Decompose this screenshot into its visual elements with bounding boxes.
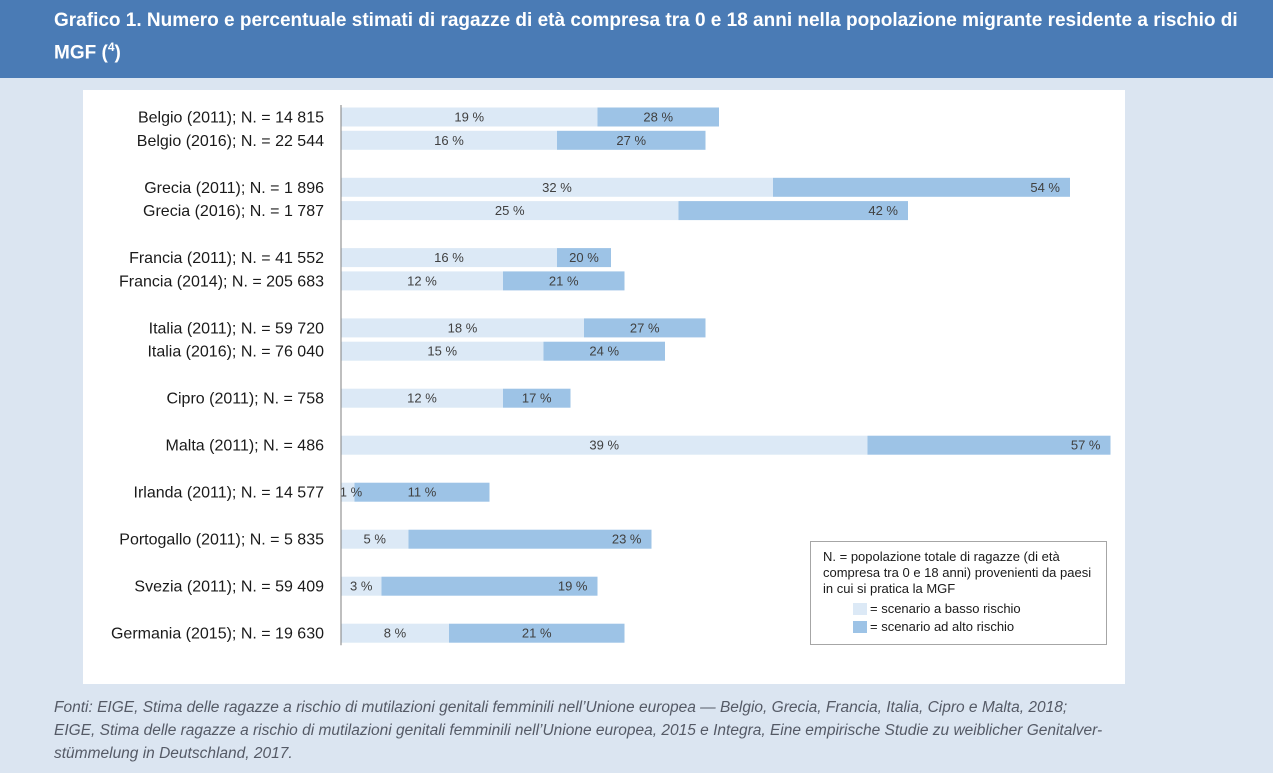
- bar-low-risk: [341, 388, 503, 408]
- data-label-high: 17 %: [522, 391, 552, 406]
- bar-low-risk: [341, 201, 679, 221]
- legend-item-low: = scenario a basso rischio: [823, 600, 1096, 618]
- data-label-low: 12 %: [407, 391, 437, 406]
- category-label: Grecia (2011); N. = 1 896: [144, 180, 324, 197]
- bar-low-risk: [341, 318, 584, 338]
- data-label-low: 25 %: [495, 203, 525, 218]
- bar-high-risk: [408, 529, 652, 549]
- category-label: Francia (2011); N. = 41 552: [129, 250, 324, 267]
- data-label-high: 21 %: [549, 273, 579, 288]
- bar-low-risk: [341, 107, 598, 127]
- data-label-high: 21 %: [522, 626, 552, 641]
- bar-low-risk: [341, 177, 773, 197]
- category-label: Cipro (2011); N. = 758: [166, 391, 324, 408]
- category-label: Germania (2015); N. = 19 630: [111, 626, 324, 643]
- source-line: Fonti: EIGE, Stima delle ragazze a risch…: [54, 699, 1068, 716]
- data-label-low: 19 %: [454, 110, 484, 125]
- category-label: Portogallo (2011); N. = 5 835: [119, 532, 324, 549]
- legend-swatch-low: [853, 603, 867, 615]
- category-label: Grecia (2016); N. = 1 787: [143, 203, 324, 220]
- data-label-low: 3 %: [350, 579, 373, 594]
- bar-low-risk: [341, 435, 868, 455]
- source-line: EIGE, Stima delle ragazze a rischio di m…: [54, 722, 1103, 739]
- chart-title: Grafico 1. Numero e percentuale stimati …: [0, 0, 1273, 78]
- data-label-low: 1 %: [340, 485, 363, 500]
- bar-high-risk: [773, 177, 1070, 197]
- bar-high-risk: [381, 576, 598, 596]
- bar-high-risk: [557, 248, 611, 268]
- category-label: Belgio (2011); N. = 14 815: [138, 110, 324, 127]
- bar-high-risk: [543, 341, 665, 361]
- bar-high-risk: [503, 271, 625, 291]
- legend-swatch-high: [853, 621, 867, 633]
- legend-label-low: = scenario a basso rischio: [870, 601, 1021, 616]
- legend: N. = popolazione totale di ragazze (di e…: [810, 541, 1107, 645]
- category-label: Irlanda (2011); N. = 14 577: [134, 485, 325, 502]
- source-note: Fonti: EIGE, Stima delle ragazze a risch…: [54, 696, 1244, 765]
- data-label-high: 57 %: [1071, 438, 1101, 453]
- data-label-low: 15 %: [427, 344, 457, 359]
- bar-low-risk: [341, 248, 557, 268]
- data-label-high: 19 %: [558, 579, 588, 594]
- bar-high-risk: [354, 482, 490, 502]
- legend-item-high: = scenario ad alto rischio: [823, 618, 1096, 636]
- bar-high-risk: [867, 435, 1111, 455]
- bar-low-risk: [341, 623, 449, 643]
- data-label-low: 12 %: [407, 273, 437, 288]
- bar-high-risk: [597, 107, 719, 127]
- bar-low-risk: [341, 576, 382, 596]
- data-label-low: 32 %: [542, 180, 572, 195]
- data-label-high: 54 %: [1030, 180, 1060, 195]
- category-label: Francia (2014); N. = 205 683: [119, 273, 324, 290]
- category-label: Italia (2016); N. = 76 040: [147, 344, 324, 361]
- bar-low-risk: [341, 529, 409, 549]
- data-label-high: 23 %: [612, 532, 642, 547]
- data-label-high: 28 %: [643, 110, 673, 125]
- chart-panel: Belgio (2011); N. = 14 815 19 % 28 % Belgio…: [83, 90, 1125, 684]
- bar-low-risk: [341, 341, 544, 361]
- bar-high-risk: [503, 388, 571, 408]
- bar-high-risk: [557, 130, 706, 150]
- bar-low-risk: [341, 271, 503, 291]
- data-label-high: 27 %: [630, 320, 660, 335]
- legend-label-high: = scenario ad alto rischio: [870, 619, 1015, 634]
- footnote-ref: 4: [107, 40, 115, 54]
- data-label-low: 5 %: [364, 532, 387, 547]
- bar-chart: Belgio (2011); N. = 14 815 19 % 28 % Belgio…: [111, 105, 1111, 646]
- bar-low-risk: [341, 482, 355, 502]
- category-label: Italia (2011); N. = 59 720: [149, 320, 324, 337]
- bar-low-risk: [341, 130, 557, 150]
- category-label: Malta (2011); N. = 486: [166, 438, 325, 455]
- data-label-low: 18 %: [448, 320, 478, 335]
- data-label-high: 42 %: [868, 203, 898, 218]
- data-label-high: 11 %: [408, 485, 437, 500]
- source-line: stümmelung in Deutschland, 2017.: [54, 745, 293, 762]
- category-label: Belgio (2016); N. = 22 544: [137, 133, 324, 150]
- bar-high-risk: [584, 318, 706, 338]
- data-label-low: 39 %: [589, 438, 619, 453]
- data-label-low: 16 %: [434, 250, 464, 265]
- bar-high-risk: [678, 201, 908, 221]
- data-label-high: 20 %: [569, 250, 599, 265]
- data-label-low: 8 %: [384, 626, 407, 641]
- legend-note: N. = popolazione totale di ragazze (di e…: [823, 549, 1092, 596]
- data-label-high: 27 %: [616, 133, 646, 148]
- data-label-low: 16 %: [434, 133, 464, 148]
- category-label: Svezia (2011); N. = 59 409: [134, 579, 324, 596]
- data-label-high: 24 %: [589, 344, 619, 359]
- bar-high-risk: [449, 623, 625, 643]
